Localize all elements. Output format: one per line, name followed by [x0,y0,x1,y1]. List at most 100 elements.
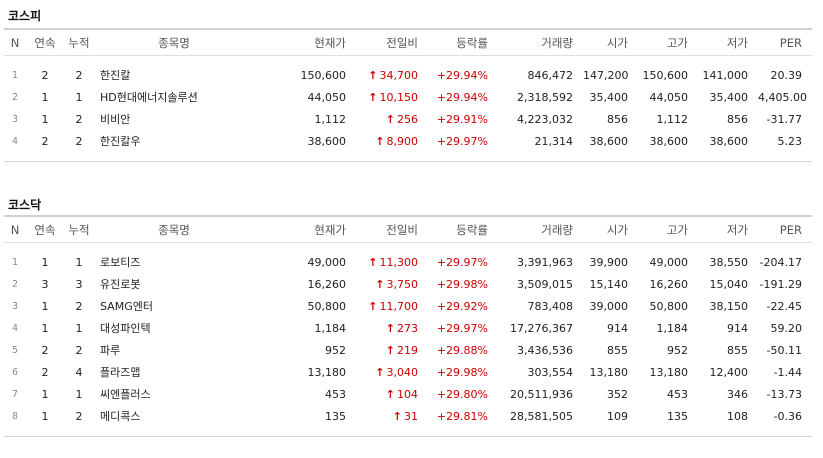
stock-name-link[interactable]: 비비안 [100,113,131,126]
stock-name-link[interactable]: 플라즈맵 [100,366,141,379]
kosdaq-title: 코스닥 [8,198,42,212]
diff-cell: ↑ 11,700 [356,295,428,317]
cumulative-cell: 3 [75,277,83,291]
diff-value: 3,040 [386,365,419,379]
rank-cell: 2 [11,91,19,103]
header-n: N [4,215,26,243]
low-cell: 346 [727,387,748,401]
per-cell: -0.36 [773,409,802,423]
volume-cell: 21,314 [534,134,574,148]
volume-cell: 4,223,032 [517,112,573,126]
table-row: 1 2 2 한진칼 150,600 ↑ 34,700 +29.94% 846,472 147,20… [4,64,812,86]
volume-cell: 17,276,367 [510,321,573,335]
diff-cell: ↑ 104 [356,383,428,405]
header-open: 시가 [583,28,638,56]
rank-cell: 1 [11,69,19,81]
price-cell: 952 [325,343,346,357]
volume-cell: 303,554 [527,365,574,379]
header-open: 시가 [583,215,638,243]
stock-name-link[interactable]: 한진칼 [100,69,131,82]
high-cell: 150,600 [642,68,689,82]
header-high: 고가 [638,215,698,243]
streak-cell: 1 [41,321,49,335]
stock-name-link[interactable]: 파루 [100,344,121,357]
header-stock-name: 종목명 [94,28,254,56]
high-cell: 1,184 [656,321,689,335]
price-cell: 150,600 [300,68,347,82]
table-end-row [4,152,812,162]
rank-cell: 4 [11,135,19,147]
stock-name-link[interactable]: HD현대에너지솔루션 [100,91,198,104]
stock-name-link[interactable]: 한진칼우 [100,135,141,148]
high-cell: 135 [667,409,688,423]
streak-cell: 3 [41,277,49,291]
cumulative-cell: 1 [75,90,83,104]
up-arrow-icon: ↑ [385,321,395,335]
table-end-cell [4,427,812,437]
volume-cell: 846,472 [527,68,574,82]
price-cell: 135 [325,409,346,423]
table-row: 4 2 2 한진칼우 38,600 ↑ 8,900 +29.97% 21,314 38,600 38… [4,130,812,152]
per-cell: 20.39 [770,68,803,82]
spacer-cell [4,56,812,65]
kosdaq-header-row: N 연속 누적 종목명 현재가 전일비 등락률 거래량 시가 고가 저가 PER [4,215,812,243]
price-cell: 38,600 [307,134,347,148]
table-row: 1 1 1 로보티즈 49,000 ↑ 11,300 +29.97% 3,391,963 39,9… [4,251,812,273]
diff-value: 8,900 [386,134,419,148]
stock-name-link[interactable]: 메디콕스 [100,410,141,423]
diff-value: 104 [397,387,418,401]
cumulative-cell: 4 [75,365,83,379]
header-volume: 거래량 [498,28,583,56]
price-cell: 16,260 [307,277,347,291]
open-cell: 13,180 [589,365,629,379]
rank-cell: 7 [11,388,19,400]
open-cell: 855 [607,343,628,357]
kosdaq-table: N 연속 누적 종목명 현재가 전일비 등락률 거래량 시가 고가 저가 PER 1 1 1 로보티즈 49,… [4,215,812,437]
open-cell: 15,140 [589,277,629,291]
rate-cell: +29.88% [436,343,488,357]
price-cell: 50,800 [307,299,347,313]
open-cell: 39,900 [589,255,629,269]
diff-value: 273 [397,321,418,335]
rank-cell: 6 [11,366,19,378]
up-arrow-icon: ↑ [368,68,378,82]
cumulative-cell: 2 [75,134,83,148]
high-cell: 44,050 [649,90,689,104]
stock-name-link[interactable]: SAMG엔터 [100,300,153,313]
per-cell: -191.29 [759,277,802,291]
rank-cell: 4 [11,322,19,334]
stock-name-link[interactable]: 대성파인텍 [100,322,151,335]
diff-cell: ↑ 3,040 [356,361,428,383]
open-cell: 109 [607,409,628,423]
open-cell: 39,000 [589,299,629,313]
table-row: 5 2 2 파루 952 ↑ 219 +29.88% 3,436,536 855 952 855 -50… [4,339,812,361]
kospi-table: N 연속 누적 종목명 현재가 전일비 등락률 거래량 시가 고가 저가 PER 1 2 2 한진칼 150,… [4,28,812,162]
diff-value: 34,700 [379,68,419,82]
stock-name-link[interactable]: 유진로봇 [100,278,141,291]
kospi-body: 1 2 2 한진칼 150,600 ↑ 34,700 +29.94% 846,472 147,20… [4,56,812,162]
diff-cell: ↑ 3,750 [356,273,428,295]
up-arrow-icon: ↑ [368,90,378,104]
table-row: 3 1 2 비비안 1,112 ↑ 256 +29.91% 4,223,032 856 1,112 8… [4,108,812,130]
header-high: 고가 [638,28,698,56]
diff-value: 219 [397,343,418,357]
rank-cell: 3 [11,113,19,125]
stock-name-link[interactable]: 로보티즈 [100,256,141,269]
diff-cell: ↑ 273 [356,317,428,339]
stock-name-link[interactable]: 씨엔플러스 [100,388,151,401]
rank-cell: 5 [11,344,19,356]
cumulative-cell: 2 [75,112,83,126]
header-cumulative: 누적 [64,215,94,243]
price-cell: 1,184 [314,321,347,335]
spacer-row [4,243,812,252]
price-cell: 44,050 [307,90,347,104]
high-cell: 952 [667,343,688,357]
high-cell: 50,800 [649,299,689,313]
header-per: PER [758,28,812,56]
up-arrow-icon: ↑ [385,112,395,126]
table-end-cell [4,152,812,162]
volume-cell: 3,436,536 [517,343,573,357]
low-cell: 38,600 [709,134,749,148]
price-cell: 49,000 [307,255,347,269]
volume-cell: 3,391,963 [517,255,573,269]
